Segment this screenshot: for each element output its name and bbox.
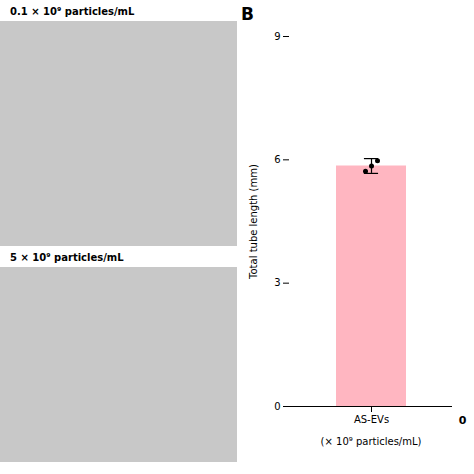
- html-text:B: B: [241, 4, 254, 24]
- svg-text:AS-EVs: AS-EVs: [354, 414, 389, 425]
- svg-text:(× 10⁹ particles/mL): (× 10⁹ particles/mL): [321, 436, 422, 447]
- svg-text:0: 0: [459, 414, 467, 427]
- svg-text:6: 6: [274, 154, 280, 165]
- html-text:5 × 10⁹ particles/mL: 5 × 10⁹ particles/mL: [10, 252, 124, 263]
- svg-text:3: 3: [274, 277, 280, 288]
- svg-text:Total tube length (mm): Total tube length (mm): [248, 164, 259, 280]
- svg-text:9: 9: [274, 31, 280, 42]
- html-text:0.1 × 10⁹ particles/mL: 0.1 × 10⁹ particles/mL: [10, 6, 135, 17]
- svg-text:0: 0: [274, 401, 280, 412]
